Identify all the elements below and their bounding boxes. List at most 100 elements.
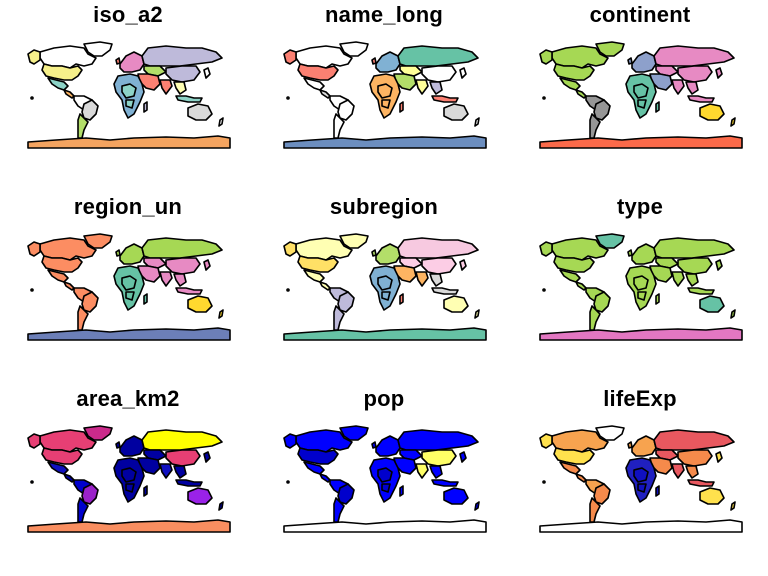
indonesia-shape — [175, 479, 203, 487]
world-map — [283, 41, 487, 149]
europe-shape — [631, 435, 657, 457]
china-shape — [165, 65, 201, 83]
madagascar-shape — [399, 293, 404, 305]
uk-shape — [627, 57, 633, 65]
greenland-shape — [595, 233, 625, 249]
map-panel-type: type — [512, 192, 768, 384]
map-panel-name-long: name_long — [256, 0, 512, 192]
indonesia-shape — [687, 95, 715, 103]
indonesia-shape — [687, 479, 715, 487]
central-america-shape — [575, 89, 587, 99]
madagascar-shape — [399, 101, 404, 113]
central-america-shape — [319, 473, 331, 483]
indonesia-shape — [175, 95, 203, 103]
india-shape — [159, 463, 173, 479]
island-shape — [542, 480, 546, 484]
africa-country-mosaic — [125, 99, 135, 109]
mexico-shape — [303, 269, 325, 283]
world-map — [283, 233, 487, 341]
alaska-shape — [539, 49, 553, 65]
japan-shape — [459, 67, 467, 79]
australia-shape — [443, 295, 469, 313]
se-asia-shape — [685, 465, 699, 479]
brazil-shape — [593, 291, 611, 313]
japan-shape — [459, 451, 467, 463]
antarctica-shape — [539, 519, 743, 533]
madagascar-shape — [143, 293, 148, 305]
new-zealand-shape — [730, 309, 736, 319]
india-shape — [159, 271, 173, 287]
china-shape — [165, 257, 201, 275]
usa-shape — [41, 255, 83, 273]
panel-title: name_long — [325, 2, 443, 27]
antarctica-shape — [27, 135, 231, 149]
greenland-shape — [83, 41, 113, 57]
russia-shape — [653, 237, 735, 259]
africa-country-mosaic — [121, 83, 137, 99]
mexico-shape — [47, 461, 69, 475]
central-america-shape — [63, 89, 75, 99]
antarctica-shape — [27, 327, 231, 341]
mexico-shape — [559, 77, 581, 91]
australia-shape — [187, 487, 213, 505]
africa-country-mosaic — [125, 291, 135, 301]
antarctica-shape — [283, 327, 487, 341]
new-zealand-shape — [218, 309, 224, 319]
mexico-shape — [559, 269, 581, 283]
map-panel-area-km2: area_km2 — [0, 384, 256, 576]
alaska-shape — [283, 433, 297, 449]
usa-shape — [297, 255, 339, 273]
india-shape — [415, 271, 429, 287]
africa-country-mosaic — [121, 275, 137, 291]
russia-shape — [397, 237, 479, 259]
europe-shape — [119, 51, 145, 73]
new-zealand-shape — [218, 117, 224, 127]
australia-shape — [443, 487, 469, 505]
brazil-shape — [337, 483, 355, 505]
africa-country-mosaic — [637, 99, 647, 109]
russia-shape — [141, 45, 223, 67]
brazil-shape — [593, 483, 611, 505]
alaska-shape — [283, 241, 297, 257]
uk-shape — [115, 57, 121, 65]
map-panel-pop: pop — [256, 384, 512, 576]
europe-shape — [375, 243, 401, 265]
japan-shape — [459, 259, 467, 271]
africa-country-mosaic — [633, 467, 649, 483]
new-zealand-shape — [730, 501, 736, 511]
greenland-shape — [339, 425, 369, 441]
india-shape — [671, 79, 685, 95]
island-shape — [542, 96, 546, 100]
africa-country-mosaic — [125, 483, 135, 493]
panel-title: region_un — [73, 194, 183, 219]
japan-shape — [715, 451, 723, 463]
india-shape — [159, 79, 173, 95]
russia-shape — [141, 237, 223, 259]
africa-country-mosaic — [633, 83, 649, 99]
panel-title: iso_a2 — [93, 2, 163, 27]
japan-shape — [203, 67, 211, 79]
world-map — [539, 41, 743, 149]
world-map — [27, 41, 231, 149]
world-map — [283, 425, 487, 533]
usa-shape — [41, 447, 83, 465]
usa-shape — [553, 447, 595, 465]
world-map — [27, 425, 231, 533]
china-shape — [677, 257, 713, 275]
alaska-shape — [539, 241, 553, 257]
world-map — [539, 425, 743, 533]
island-shape — [30, 288, 34, 292]
mexico-shape — [47, 77, 69, 91]
central-america-shape — [575, 281, 587, 291]
india-shape — [415, 463, 429, 479]
central-america-shape — [319, 89, 331, 99]
island-shape — [286, 480, 290, 484]
usa-shape — [297, 63, 339, 81]
greenland-shape — [595, 425, 625, 441]
china-shape — [421, 257, 457, 275]
usa-shape — [553, 255, 595, 273]
indonesia-shape — [175, 287, 203, 295]
greenland-shape — [83, 425, 113, 441]
africa-country-mosaic — [377, 467, 393, 483]
map-panel-continent: continent — [512, 0, 768, 192]
